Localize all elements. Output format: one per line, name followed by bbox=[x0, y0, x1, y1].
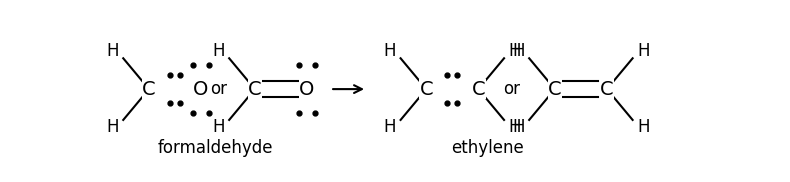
Text: H: H bbox=[383, 118, 396, 136]
Text: C: C bbox=[419, 80, 433, 99]
Text: C: C bbox=[248, 80, 261, 99]
Text: H: H bbox=[106, 42, 118, 60]
Text: H: H bbox=[212, 42, 224, 60]
Text: C: C bbox=[142, 80, 156, 99]
Text: or: or bbox=[209, 80, 227, 98]
Text: H: H bbox=[509, 42, 521, 60]
Text: or: or bbox=[503, 80, 521, 98]
Text: H: H bbox=[383, 42, 396, 60]
Text: H: H bbox=[212, 118, 224, 136]
Text: H: H bbox=[638, 42, 650, 60]
Text: formaldehyde: formaldehyde bbox=[157, 139, 273, 157]
Text: O: O bbox=[299, 80, 314, 99]
Text: H: H bbox=[509, 118, 521, 136]
Text: O: O bbox=[194, 80, 209, 99]
Text: ethylene: ethylene bbox=[451, 139, 524, 157]
Text: H: H bbox=[512, 118, 525, 136]
Text: C: C bbox=[600, 80, 614, 99]
Text: H: H bbox=[638, 118, 650, 136]
Text: C: C bbox=[472, 80, 485, 99]
Text: C: C bbox=[548, 80, 562, 99]
Text: H: H bbox=[106, 118, 118, 136]
Text: H: H bbox=[512, 42, 525, 60]
